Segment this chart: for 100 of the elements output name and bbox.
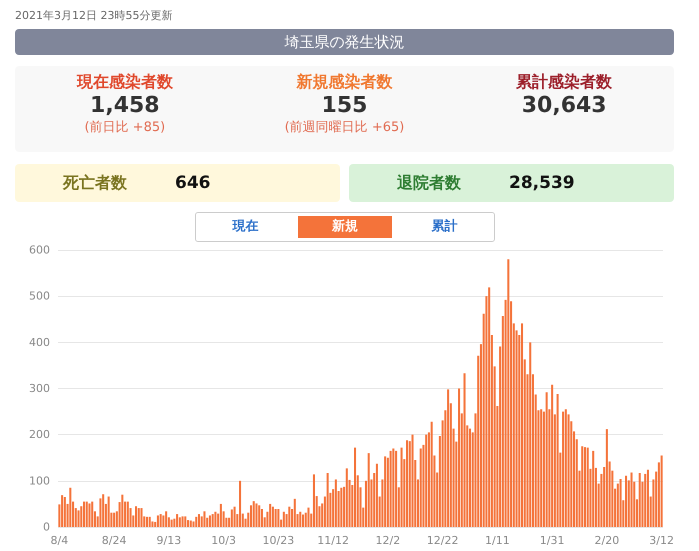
bar: [420, 448, 422, 527]
bar: [646, 470, 649, 527]
bar: [184, 516, 186, 527]
x-tick-label: 1/11: [485, 534, 510, 547]
text: 1,458: [89, 93, 161, 118]
bar: [354, 448, 356, 527]
x-tick-label: 8/4: [50, 534, 68, 547]
text: 30,643: [520, 93, 608, 118]
text: 現在感染者数: [76, 72, 174, 93]
x-tick-label: 10/23: [262, 534, 294, 547]
bar: [540, 409, 542, 527]
y-tick-label: 600: [29, 244, 50, 256]
bar: [250, 505, 252, 527]
bar: [187, 520, 190, 527]
bar: [592, 450, 594, 527]
bar: [411, 434, 414, 527]
bar: [64, 496, 66, 527]
bar: [384, 456, 386, 527]
text: 新規感染者数: [295, 72, 394, 93]
bar: [134, 506, 138, 527]
bar: [606, 429, 608, 527]
bar: [162, 515, 164, 527]
bar: [208, 515, 211, 527]
bar: [630, 472, 633, 527]
bar: [406, 440, 408, 527]
x-tick-label: 10/3: [211, 534, 236, 547]
y-tick-label: 400: [29, 336, 50, 349]
bar: [108, 496, 110, 527]
bar: [160, 514, 162, 527]
bar: [102, 494, 104, 527]
bar: [220, 504, 222, 527]
bar: [138, 508, 140, 527]
bar: [400, 448, 403, 527]
bar: [468, 428, 472, 527]
bar: [192, 521, 195, 527]
bar: [86, 502, 88, 527]
x-tick-label: 1/31: [540, 534, 564, 547]
bar: [178, 517, 181, 527]
bar: [69, 488, 72, 527]
y-tick-label: 500: [29, 290, 50, 303]
bar: [625, 476, 628, 527]
bar: [140, 508, 143, 527]
bar: [126, 502, 129, 527]
text: 155: [320, 93, 368, 118]
bar: [170, 520, 173, 527]
bar: [562, 412, 564, 527]
bar: [61, 495, 64, 527]
x-tick-label: 2/20: [594, 534, 620, 547]
bar: [151, 521, 154, 527]
y-tick-label: 200: [29, 428, 50, 442]
bar: [546, 392, 548, 527]
bar: [326, 472, 329, 527]
bar: [91, 502, 94, 527]
text: 埼玉県の発生状況: [15, 29, 674, 55]
bar: [272, 506, 274, 527]
bar: [392, 448, 394, 527]
bar: [288, 506, 290, 527]
bar: [255, 503, 258, 527]
x-tick-label: 12/2: [376, 534, 400, 547]
bar: [340, 488, 342, 527]
bar: [638, 472, 641, 527]
bar: [113, 512, 116, 527]
text: (前日比 +85): [83, 119, 166, 136]
bar: [214, 512, 216, 527]
bar: [182, 516, 184, 527]
bar: [312, 474, 315, 527]
x-tick-label: 9/13: [156, 534, 182, 547]
text: 退院者数: [396, 172, 462, 194]
bar: [334, 479, 337, 527]
bar: [556, 394, 559, 527]
y-tick-label: 0: [43, 520, 50, 534]
bar: [282, 512, 285, 527]
bar: [447, 389, 450, 527]
bar: [644, 474, 646, 527]
bar: [99, 498, 102, 527]
x-tick-label: 3/12: [649, 534, 674, 547]
bar: [488, 287, 490, 527]
bar: [299, 512, 302, 527]
bar: [430, 422, 433, 527]
bar: [212, 514, 214, 527]
bar: [269, 504, 272, 527]
text: 2021年3月12日 23時55分更新: [15, 8, 172, 23]
text: 新規: [298, 216, 392, 238]
bar: [258, 505, 260, 527]
bar: [529, 342, 532, 527]
text: 累計感染者数: [515, 72, 614, 93]
bar: [148, 516, 151, 527]
y-tick-label: 300: [29, 382, 50, 395]
bar: [458, 388, 460, 527]
bar: [586, 448, 589, 527]
bar: [239, 480, 242, 527]
bar: [198, 514, 200, 527]
bar: [156, 515, 159, 527]
bar: [234, 506, 236, 527]
bar: [660, 455, 663, 527]
text: 646: [175, 173, 210, 193]
bar: [260, 508, 263, 527]
x-tick-label: 12/22: [426, 534, 458, 547]
bar: [390, 450, 392, 527]
bar: [230, 509, 233, 527]
